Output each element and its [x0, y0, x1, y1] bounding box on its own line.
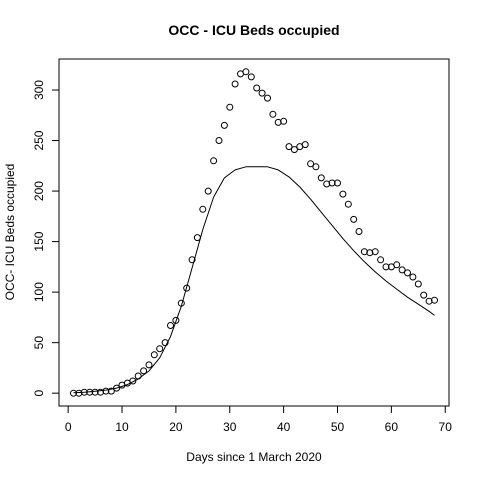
data-point [253, 84, 261, 92]
data-point [398, 266, 406, 274]
data-point [328, 179, 336, 187]
y-tick-label: 100 [32, 282, 46, 302]
y-tick-label: 0 [32, 390, 46, 397]
data-point [317, 174, 325, 182]
x-axis: 0 10 20 30 40 50 60 70 [65, 405, 453, 434]
data-point [70, 389, 77, 397]
data-point [140, 367, 148, 375]
data-point [334, 179, 341, 187]
data-point [183, 284, 191, 292]
y-tick-label: 50 [32, 336, 46, 350]
y-axis-label: OCC- ICU Beds occupied [3, 164, 17, 301]
data-point [420, 291, 428, 299]
data-point [414, 280, 422, 288]
data-point [188, 256, 196, 264]
x-tick-label: 40 [277, 420, 291, 434]
data-point [350, 215, 358, 223]
data-point [377, 256, 385, 264]
x-tick-label: 20 [169, 420, 183, 434]
data-point [307, 160, 315, 168]
x-tick-label: 0 [65, 420, 72, 434]
data-point [409, 273, 417, 281]
data-point [167, 322, 174, 329]
data-point [312, 163, 320, 171]
data-point [156, 345, 164, 353]
data-point [269, 110, 277, 118]
data-point [129, 377, 137, 385]
x-axis-label: Days since 1 March 2020 [186, 450, 322, 464]
fitted-curve-layer [73, 166, 435, 394]
data-point [371, 248, 379, 256]
chart-title: OCC - ICU Beds occupied [168, 22, 339, 38]
y-tick-label: 200 [32, 181, 46, 201]
data-point [344, 200, 352, 208]
data-point [264, 94, 271, 102]
data-point [339, 190, 347, 198]
plot-box [58, 58, 450, 407]
data-point [280, 117, 288, 125]
data-point [145, 361, 153, 369]
x-tick-label: 30 [223, 420, 237, 434]
data-point [177, 299, 185, 307]
data-point [204, 187, 212, 195]
y-tick-label: 250 [32, 130, 46, 150]
data-point [193, 234, 201, 242]
data-point [150, 351, 158, 359]
y-tick-label: 300 [32, 80, 46, 100]
x-tick-label: 50 [331, 420, 345, 434]
data-point [301, 141, 309, 149]
data-point [107, 387, 115, 395]
data-point [134, 372, 142, 380]
x-tick-label: 70 [439, 420, 453, 434]
data-point [290, 146, 298, 154]
data-point [91, 388, 99, 396]
data-point [242, 68, 250, 76]
data-point [404, 269, 411, 277]
data-point [86, 388, 94, 396]
data-point [220, 121, 228, 129]
data-point [247, 73, 255, 81]
data-point [393, 261, 401, 269]
data-point [258, 89, 266, 97]
data-point [210, 157, 218, 165]
data-point [355, 228, 363, 235]
data-point [382, 263, 390, 271]
data-point [226, 103, 234, 111]
data-point [199, 205, 207, 213]
data-point [231, 80, 239, 88]
data-point [172, 316, 180, 324]
y-tick-label: 150 [32, 231, 46, 251]
data-point [113, 384, 121, 392]
data-point [80, 388, 88, 396]
data-point [431, 296, 438, 304]
fitted-curve [73, 166, 435, 394]
data-point [215, 137, 223, 144]
data-point [285, 143, 293, 151]
data-point [161, 339, 169, 347]
x-tick-label: 60 [385, 420, 399, 434]
data-point [102, 387, 110, 395]
x-tick-label: 10 [115, 420, 129, 434]
y-axis: 0 50 100 150 200 250 300 [32, 80, 60, 397]
data-points-layer [70, 68, 438, 397]
